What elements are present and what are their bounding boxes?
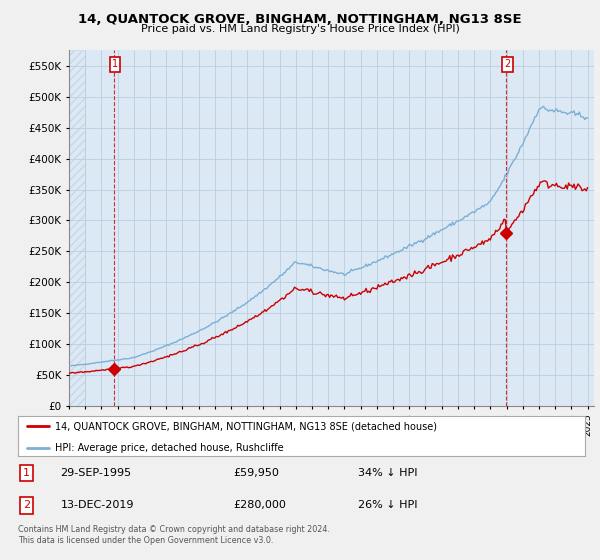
Text: Contains HM Land Registry data © Crown copyright and database right 2024.
This d: Contains HM Land Registry data © Crown c…	[18, 525, 330, 545]
Text: Price paid vs. HM Land Registry's House Price Index (HPI): Price paid vs. HM Land Registry's House …	[140, 24, 460, 34]
Text: HPI: Average price, detached house, Rushcliffe: HPI: Average price, detached house, Rush…	[55, 442, 283, 452]
Text: 14, QUANTOCK GROVE, BINGHAM, NOTTINGHAM, NG13 8SE (detached house): 14, QUANTOCK GROVE, BINGHAM, NOTTINGHAM,…	[55, 421, 437, 431]
Text: 1: 1	[112, 59, 118, 69]
Text: £280,000: £280,000	[233, 501, 286, 510]
Text: 26% ↓ HPI: 26% ↓ HPI	[358, 501, 418, 510]
Text: 14, QUANTOCK GROVE, BINGHAM, NOTTINGHAM, NG13 8SE: 14, QUANTOCK GROVE, BINGHAM, NOTTINGHAM,…	[78, 13, 522, 26]
Text: 13-DEC-2019: 13-DEC-2019	[61, 501, 134, 510]
Text: £59,950: £59,950	[233, 468, 280, 478]
Bar	[69, 50, 85, 406]
Text: 34% ↓ HPI: 34% ↓ HPI	[358, 468, 418, 478]
Text: 29-SEP-1995: 29-SEP-1995	[61, 468, 131, 478]
Text: 1: 1	[23, 468, 30, 478]
Text: 2: 2	[504, 59, 511, 69]
Text: 2: 2	[23, 501, 30, 510]
